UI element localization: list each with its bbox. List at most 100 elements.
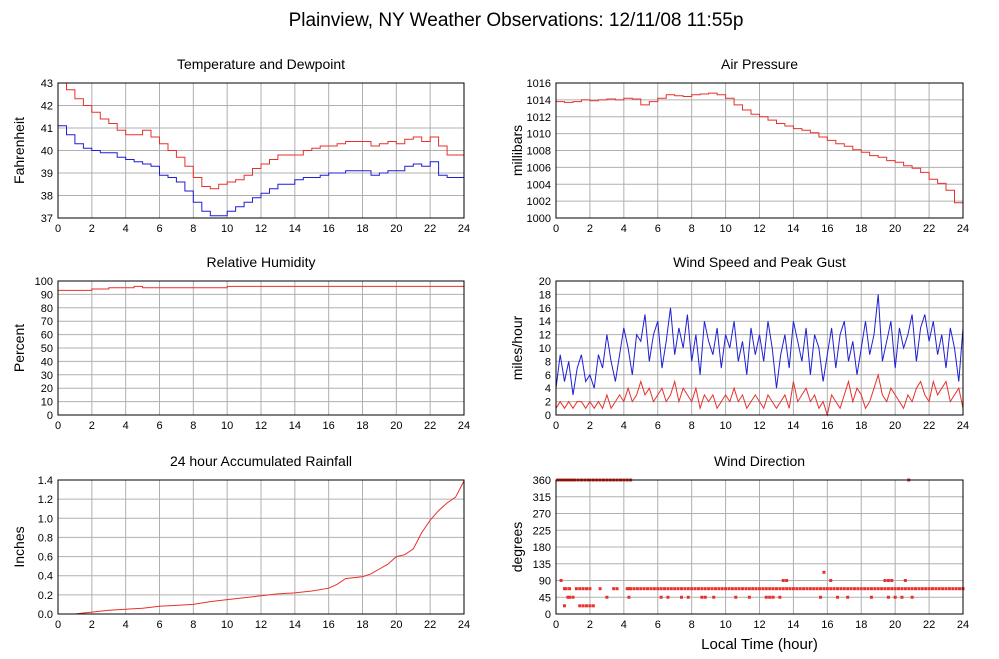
direction-point <box>758 587 761 591</box>
temp-series-line-0 <box>58 82 464 190</box>
pressure-y-tick-label: 1008 <box>527 146 551 158</box>
wind-x-tick-label: 10 <box>719 420 731 432</box>
temp-x-tick-label: 22 <box>424 223 436 235</box>
rain-x-tick-label: 12 <box>255 619 267 631</box>
temp-x-tick-label: 20 <box>390 223 402 235</box>
direction-point <box>629 587 633 591</box>
rain-x-tick-label: 22 <box>424 619 436 631</box>
direction-y-tick-label: 45 <box>539 592 551 604</box>
direction-point <box>741 587 745 591</box>
direction-point <box>778 595 782 599</box>
temp-x-tick-label: 10 <box>221 223 233 235</box>
humidity-y-tick-label: 70 <box>41 316 53 328</box>
wind-y-axis-label: miles/hour <box>509 315 525 380</box>
wind-y-tick-label: 18 <box>539 289 551 301</box>
humidity-plot-frame <box>57 280 465 416</box>
pressure-y-tick-label: 1004 <box>527 179 551 191</box>
direction-point <box>900 587 904 591</box>
direction-point <box>679 587 683 591</box>
temp-y-tick-label: 40 <box>41 146 53 158</box>
direction-point <box>703 595 707 599</box>
pressure-x-tick-label: 24 <box>957 223 969 235</box>
direction-point <box>893 587 897 591</box>
direction-point <box>785 579 789 582</box>
direction-point <box>652 587 656 591</box>
temp-x-tick-label: 6 <box>156 223 162 235</box>
rain-y-tick-label: 1.0 <box>38 513 53 525</box>
temp-x-tick-label: 8 <box>190 223 196 235</box>
direction-point <box>686 587 690 591</box>
direction-point <box>802 587 806 591</box>
direction-point <box>588 604 592 608</box>
humidity-x-tick-label: 16 <box>323 420 335 432</box>
rain-x-tick-label: 0 <box>55 619 61 631</box>
direction-point <box>690 587 694 591</box>
pressure-x-tick-label: 20 <box>889 223 901 235</box>
humidity-y-tick-label: 50 <box>41 343 53 355</box>
humidity-x-tick-label: 6 <box>156 420 162 432</box>
humidity-y-tick-label: 30 <box>41 370 53 382</box>
temp-x-tick-label: 24 <box>458 223 470 235</box>
direction-x-tick-label: 18 <box>855 619 867 631</box>
humidity-series-line-0 <box>58 285 464 291</box>
wind-y-tick-label: 8 <box>545 356 551 368</box>
wind-series-line-0 <box>555 294 964 395</box>
direction-point <box>703 587 707 591</box>
temp-x-tick-label: 0 <box>55 223 61 235</box>
direction-point <box>883 579 887 582</box>
direction-x-tick-label: 16 <box>821 619 833 631</box>
direction-point <box>605 595 609 599</box>
direction-point <box>910 595 914 599</box>
direction-point <box>598 587 602 591</box>
wind-y-tick-label: 16 <box>539 303 551 315</box>
direction-point <box>730 587 734 591</box>
rain-x-tick-label: 6 <box>156 619 162 631</box>
rain-x-tick-label: 2 <box>89 619 95 631</box>
direction-point <box>863 587 867 591</box>
direction-point <box>764 587 768 591</box>
direction-point <box>588 587 592 591</box>
humidity-y-axis-label: Percent <box>11 324 27 372</box>
humidity-x-tick-label: 8 <box>190 420 196 432</box>
direction-point <box>710 587 714 591</box>
humidity-y-tick-label: 0 <box>47 410 53 422</box>
direction-point <box>615 587 619 591</box>
wind-y-tick-label: 2 <box>545 397 551 409</box>
temp-x-tick-label: 18 <box>356 223 368 235</box>
wind-x-tick-label: 0 <box>553 420 559 432</box>
direction-point <box>663 587 667 591</box>
direction-point <box>849 587 853 591</box>
wind-plot-frame <box>555 280 964 416</box>
direction-point <box>707 587 711 591</box>
humidity-x-tick-label: 20 <box>390 420 402 432</box>
pressure-chart-title: Air Pressure <box>721 56 798 72</box>
pressure-x-tick-label: 14 <box>787 223 799 235</box>
direction-point <box>744 587 748 591</box>
humidity-y-tick-label: 20 <box>41 383 53 395</box>
direction-x-tick-label: 0 <box>553 619 559 631</box>
direction-point <box>717 587 721 591</box>
direction-point <box>947 587 951 591</box>
direction-y-tick-label: 180 <box>533 542 551 554</box>
temp-y-tick-label: 41 <box>41 123 53 135</box>
rain-y-tick-label: 0.0 <box>38 609 53 621</box>
wind-x-tick-label: 14 <box>787 420 799 432</box>
direction-point <box>568 595 572 599</box>
pressure-series-line-0 <box>556 92 964 215</box>
pressure-plot-frame <box>555 82 964 219</box>
direction-y-tick-label: 270 <box>533 509 551 521</box>
humidity-x-tick-label: 0 <box>55 420 61 432</box>
direction-point <box>771 587 775 591</box>
direction-point <box>914 587 918 591</box>
direction-point <box>795 587 799 591</box>
humidity-x-tick-label: 24 <box>458 420 470 432</box>
direction-point <box>941 587 945 591</box>
direction-point <box>734 595 738 599</box>
humidity-x-tick-label: 14 <box>289 420 301 432</box>
direction-point <box>578 604 582 608</box>
direction-point <box>930 587 934 591</box>
humidity-x-tick-label: 22 <box>424 420 436 432</box>
